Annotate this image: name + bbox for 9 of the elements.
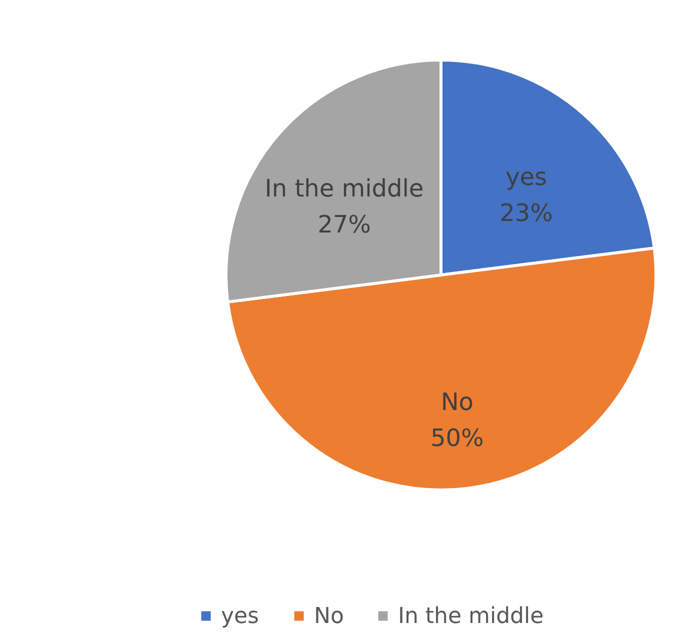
slice-label: No (440, 388, 474, 416)
legend-label: In the middle (398, 604, 544, 629)
slice-label: In the middle (264, 174, 424, 203)
slice-label: yes (506, 163, 548, 192)
data-label: 23% (500, 199, 553, 228)
legend-label: No (314, 604, 344, 629)
data-label: 50% (430, 424, 484, 452)
legend-label: yes (221, 604, 260, 629)
data-label: 27% (318, 210, 371, 239)
